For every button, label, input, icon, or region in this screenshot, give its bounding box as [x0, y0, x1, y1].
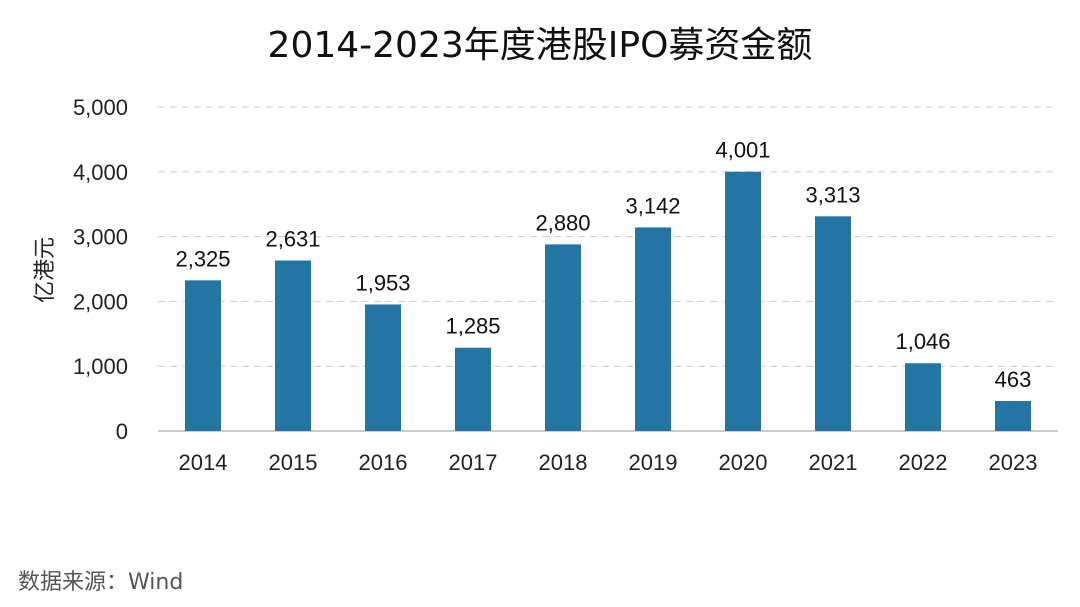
data-label: 3,313	[805, 182, 860, 207]
x-axis-ticks: 2014 2015 2016 2017 2018 2019 2020 2021 2022 2023	[179, 450, 1038, 475]
bar	[905, 363, 941, 431]
data-label: 1,953	[355, 270, 410, 295]
data-label: 2,325	[175, 246, 230, 271]
x-tick-label: 2020	[719, 450, 768, 475]
bar	[455, 347, 491, 431]
y-tick-label: 3,000	[73, 225, 128, 250]
bars	[185, 171, 1031, 431]
x-tick-label: 2018	[539, 450, 588, 475]
data-label: 463	[995, 367, 1032, 392]
data-label: 1,285	[445, 314, 500, 339]
y-tick-label: 4,000	[73, 160, 128, 185]
source-note: 数据来源：Wind	[18, 570, 184, 595]
y-tick-label: 5,000	[73, 95, 128, 120]
bar	[545, 244, 581, 431]
x-tick-label: 2014	[179, 450, 228, 475]
bar	[365, 304, 401, 431]
x-tick-label: 2015	[269, 450, 318, 475]
x-tick-label: 2021	[809, 450, 858, 475]
data-label: 2,880	[535, 210, 590, 235]
bar	[635, 227, 671, 431]
chart-title: 2014-2023年度港股IPO募资金额	[268, 25, 813, 66]
y-tick-label: 2,000	[73, 289, 128, 314]
y-axis-label: 亿港元	[33, 237, 58, 303]
bar	[185, 280, 221, 431]
data-labels: 2,325 2,631 1,953 1,285 2,880 3,142 4,001 3,313…	[175, 138, 1031, 392]
x-tick-label: 2022	[899, 450, 948, 475]
x-tick-label: 2019	[629, 450, 678, 475]
x-tick-label: 2017	[449, 450, 498, 475]
bar	[275, 260, 311, 431]
bar	[815, 216, 851, 431]
x-tick-label: 2016	[359, 450, 408, 475]
bar	[725, 171, 761, 431]
bar	[995, 400, 1031, 431]
y-axis-ticks: 0 1,000 2,000 3,000 4,000 5,000	[73, 95, 128, 444]
data-label: 2,631	[265, 227, 320, 252]
y-tick-label: 1,000	[73, 354, 128, 379]
data-label: 1,046	[895, 329, 950, 354]
data-label: 3,142	[625, 193, 680, 218]
y-tick-label: 0	[116, 419, 128, 444]
data-label: 4,001	[715, 138, 770, 163]
x-tick-label: 2023	[989, 450, 1038, 475]
